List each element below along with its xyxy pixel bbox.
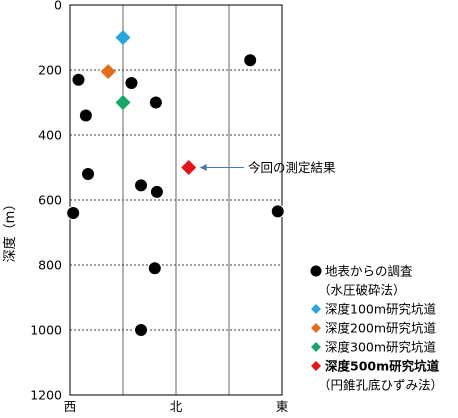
data-point-series-0 bbox=[124, 76, 139, 90]
y-tick-label: 0 bbox=[54, 0, 62, 13]
y-tick-label: 800 bbox=[38, 258, 62, 273]
x-tick-labels: 西北東 bbox=[64, 399, 289, 414]
axes bbox=[69, 4, 283, 396]
y-tick-label: 600 bbox=[38, 193, 62, 208]
x-tick-label: 北 bbox=[170, 399, 183, 414]
data-point-series-1 bbox=[115, 30, 131, 45]
y-tick-label: 200 bbox=[38, 63, 62, 78]
y-tick-labels: 0 200 400 600 800 1000 1200 bbox=[30, 0, 62, 403]
legend-marker-diamond bbox=[311, 323, 321, 333]
legend-label: 地表からの調査 bbox=[325, 264, 413, 279]
legend-marker-diamond bbox=[311, 304, 321, 314]
annotation-arrow-head bbox=[199, 164, 207, 171]
data-point-series-0 bbox=[78, 108, 93, 123]
data-point-series-2 bbox=[100, 64, 116, 80]
annotation: 今回の測定結果 bbox=[199, 160, 336, 175]
legend: 地表からの調査 （水圧破砕法） 深度100m研究坑道深度200m研究坑道深度300m… bbox=[306, 260, 454, 399]
annotation-text: 今回の測定結果 bbox=[248, 160, 336, 175]
data-point-series-0 bbox=[270, 204, 285, 219]
data-point-series-0 bbox=[66, 206, 81, 220]
legend-label: （水圧破砕法） bbox=[318, 283, 406, 298]
legend-label: 深度200m研究坑道 bbox=[325, 321, 437, 336]
legend-marker-circle bbox=[310, 265, 322, 277]
data-point-series-0 bbox=[243, 53, 258, 68]
legend-label: 深度500m研究坑道 bbox=[325, 359, 440, 374]
data-point-series-3 bbox=[115, 95, 131, 110]
data-point-series-4 bbox=[181, 160, 197, 175]
data-point-series-0 bbox=[71, 72, 86, 87]
y-axis-label: 深度（m） bbox=[2, 198, 18, 263]
legend-background bbox=[306, 260, 454, 399]
y-tick-label: 400 bbox=[38, 128, 62, 143]
legend-label: 深度300m研究坑道 bbox=[325, 340, 437, 355]
data-points bbox=[66, 30, 285, 337]
legend-marker-diamond bbox=[311, 342, 321, 352]
data-point-series-0 bbox=[134, 323, 149, 337]
grid bbox=[70, 5, 282, 395]
legend-label: （円錐孔底ひずみ法） bbox=[318, 378, 443, 393]
data-point-series-0 bbox=[148, 95, 163, 110]
x-tick-label: 東 bbox=[276, 399, 289, 414]
y-tick-label: 1200 bbox=[30, 388, 62, 403]
data-point-series-0 bbox=[147, 261, 162, 276]
data-point-series-0 bbox=[81, 167, 96, 181]
y-tick-label: 1000 bbox=[30, 323, 62, 338]
legend-label: 深度100m研究坑道 bbox=[325, 302, 437, 317]
data-point-series-0 bbox=[134, 178, 149, 193]
x-tick-label: 西 bbox=[64, 399, 77, 414]
legend-marker-diamond bbox=[311, 361, 321, 371]
data-point-series-0 bbox=[149, 184, 164, 199]
plot-frame bbox=[69, 4, 283, 396]
